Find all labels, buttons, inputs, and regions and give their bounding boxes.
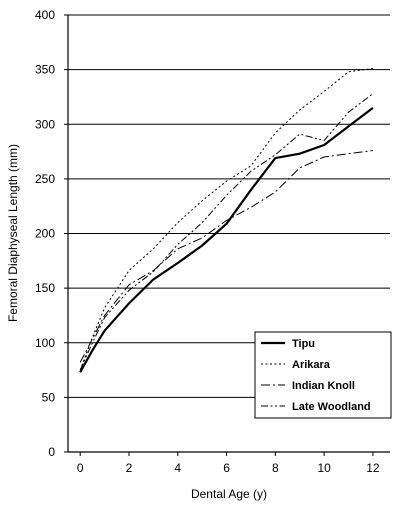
y-tick-label-400: 400 bbox=[35, 8, 55, 22]
x-tick-labels: 0 2 4 6 8 10 12 bbox=[77, 452, 380, 475]
x-tick-label-4: 4 bbox=[174, 461, 181, 475]
x-tick-label-10: 10 bbox=[317, 461, 331, 475]
x-axis-title: Dental Age (y) bbox=[191, 487, 267, 501]
series-line-tipu bbox=[79, 107, 374, 373]
legend-label-arikara: Arikara bbox=[292, 359, 331, 371]
legend-label-tipu: Tipu bbox=[292, 338, 315, 350]
legend-box bbox=[254, 331, 392, 419]
series-lines bbox=[79, 68, 374, 373]
series-line-arikara bbox=[79, 68, 373, 371]
y-tick-label-150: 150 bbox=[35, 281, 55, 295]
x-tick-label-12: 12 bbox=[366, 461, 380, 475]
y-tick-label-350: 350 bbox=[35, 63, 55, 77]
y-tick-label-50: 50 bbox=[42, 390, 56, 404]
x-tick-label-2: 2 bbox=[126, 461, 133, 475]
legend: Tipu Arikara Indian Knoll Late Woodland bbox=[254, 331, 392, 419]
x-tick-label-6: 6 bbox=[223, 461, 230, 475]
legend-label-indian-knoll: Indian Knoll bbox=[292, 380, 355, 392]
y-tick-label-100: 100 bbox=[35, 336, 55, 350]
x-tick-label-0: 0 bbox=[77, 461, 84, 475]
legend-label-late-woodland: Late Woodland bbox=[292, 401, 371, 413]
y-tick-label-200: 200 bbox=[35, 227, 55, 241]
series-line-late-woodland bbox=[79, 93, 374, 371]
series-line-indian-knoll bbox=[79, 150, 373, 363]
y-tick-labels: 0 50 100 150 200 250 300 350 400 bbox=[35, 8, 68, 459]
y-tick-label-250: 250 bbox=[35, 172, 55, 186]
x-tick-label-8: 8 bbox=[272, 461, 279, 475]
gridlines bbox=[68, 14, 390, 398]
y-tick-label-300: 300 bbox=[35, 117, 55, 131]
y-axis-title: Femoral Diaphyseal Length (mm) bbox=[6, 144, 20, 322]
y-tick-label-0: 0 bbox=[48, 445, 55, 459]
